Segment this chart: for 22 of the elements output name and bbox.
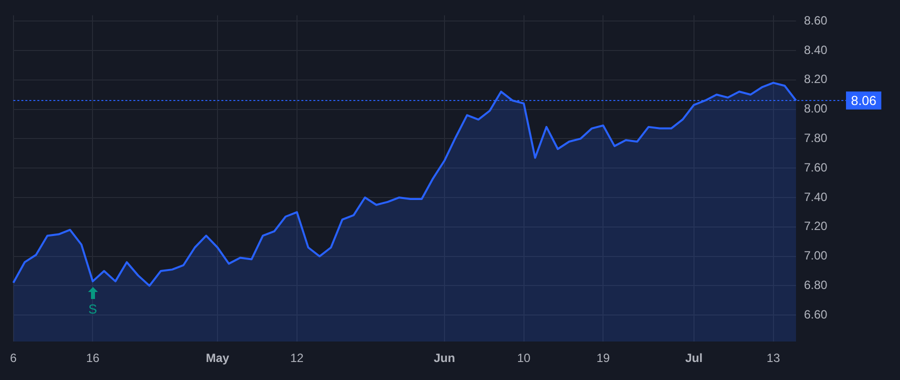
y-tick-label: 8.40 xyxy=(804,42,828,57)
x-tick-label: 6 xyxy=(10,351,17,366)
x-tick-label: 19 xyxy=(596,351,610,366)
x-tick-label: Jun xyxy=(434,351,456,366)
y-tick-label: 7.40 xyxy=(804,190,828,204)
x-tick-label: 16 xyxy=(86,351,100,366)
y-tick-label: 8.60 xyxy=(804,13,828,28)
x-tick-label: May xyxy=(206,351,230,366)
annotation: S xyxy=(88,301,98,316)
y-tick-label: 8.00 xyxy=(804,102,828,116)
x-tick-label: 13 xyxy=(766,351,780,366)
x-tick-label: 10 xyxy=(517,351,531,366)
y-tick-label: 7.20 xyxy=(804,219,828,234)
x-tick-label: Jul xyxy=(685,351,703,366)
y-tick-label: 7.80 xyxy=(804,131,828,146)
y-tick-label: 8.20 xyxy=(804,72,828,86)
y-tick-label: 6.80 xyxy=(804,278,828,292)
ref-line-label: 8.06 xyxy=(851,93,876,108)
y-tick-label: 6.60 xyxy=(804,307,828,322)
y-tick-label: 7.00 xyxy=(804,248,828,263)
x-tick-label: 12 xyxy=(290,351,304,366)
y-tick-label: 7.60 xyxy=(804,160,828,174)
